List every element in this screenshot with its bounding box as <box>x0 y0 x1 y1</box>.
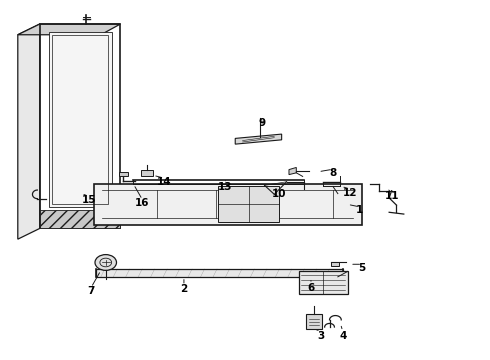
Text: 11: 11 <box>384 191 399 201</box>
Polygon shape <box>96 269 343 277</box>
Polygon shape <box>218 186 279 222</box>
Text: 14: 14 <box>157 177 171 187</box>
Polygon shape <box>306 314 322 329</box>
Polygon shape <box>49 32 112 207</box>
Text: 16: 16 <box>135 198 149 208</box>
Polygon shape <box>331 262 339 266</box>
Polygon shape <box>40 211 121 228</box>
Polygon shape <box>18 24 40 239</box>
Text: 1: 1 <box>356 206 364 216</box>
Polygon shape <box>120 172 128 176</box>
Text: 5: 5 <box>359 263 366 273</box>
Polygon shape <box>142 170 153 176</box>
Polygon shape <box>235 134 282 144</box>
Text: 10: 10 <box>272 189 287 199</box>
Text: 9: 9 <box>259 118 266 128</box>
Text: 7: 7 <box>87 286 95 296</box>
Circle shape <box>95 255 117 270</box>
Polygon shape <box>289 167 296 175</box>
Text: 15: 15 <box>81 195 96 205</box>
Polygon shape <box>94 184 362 225</box>
Text: 6: 6 <box>307 283 315 293</box>
Text: 8: 8 <box>329 168 337 178</box>
Text: 12: 12 <box>343 188 357 198</box>
Text: 2: 2 <box>180 284 188 294</box>
Polygon shape <box>299 271 347 294</box>
Text: 13: 13 <box>218 182 233 192</box>
Text: 4: 4 <box>339 331 346 341</box>
Polygon shape <box>18 24 121 35</box>
Text: 3: 3 <box>317 331 324 341</box>
